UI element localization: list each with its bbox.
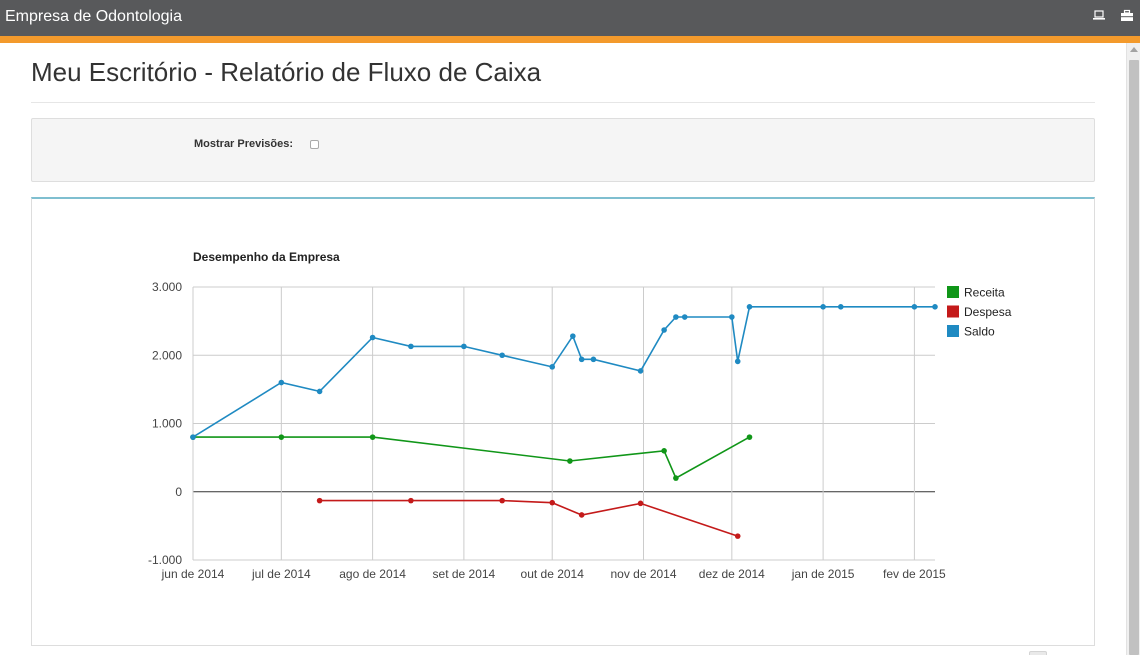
vertical-scrollbar[interactable] xyxy=(1126,43,1140,655)
data-point-saldo xyxy=(661,327,667,333)
data-point-despesa xyxy=(499,497,505,504)
data-point-saldo xyxy=(369,334,376,341)
data-point-saldo xyxy=(820,303,826,310)
data-point-saldo xyxy=(637,368,644,374)
x-tick-label: fev de 2015 xyxy=(883,567,946,581)
series-line-saldo xyxy=(192,306,935,438)
data-point-saldo xyxy=(408,343,414,350)
data-point-despesa xyxy=(578,512,585,518)
data-point-saldo xyxy=(578,356,585,363)
data-point-saldo xyxy=(570,333,576,339)
legend-label-saldo: Saldo xyxy=(964,325,995,339)
data-point-receita xyxy=(278,434,285,440)
x-tick-label: jan de 2015 xyxy=(791,567,855,581)
x-tick-label: ago de 2014 xyxy=(339,567,406,581)
y-tick-label: 3.000 xyxy=(152,280,182,294)
legend-label-receita: Receita xyxy=(964,286,1005,300)
data-point-saldo xyxy=(499,352,505,359)
show-forecast-label: Mostrar Previsões: xyxy=(194,138,294,150)
filter-panel: Mostrar Previsões: xyxy=(31,118,1095,182)
data-point-saldo xyxy=(316,388,323,395)
data-point-saldo xyxy=(461,343,467,350)
scroll-up-arrow-icon[interactable] xyxy=(1130,47,1138,52)
data-point-despesa xyxy=(549,499,556,506)
show-forecast-checkbox[interactable] xyxy=(310,140,319,149)
data-point-saldo xyxy=(746,303,753,310)
x-tick-label: nov de 2014 xyxy=(610,567,676,581)
data-point-receita xyxy=(673,475,679,481)
legend-label-despesa: Despesa xyxy=(964,305,1012,319)
corner-button[interactable] xyxy=(1029,651,1047,655)
y-tick-label: 0 xyxy=(175,485,182,499)
legend-swatch-saldo xyxy=(947,325,959,337)
chart-title: Desempenho da Empresa xyxy=(193,250,340,264)
main-content: Meu Escritório - Relatório de Fluxo de C… xyxy=(0,43,1126,655)
page-title: Meu Escritório - Relatório de Fluxo de C… xyxy=(31,57,542,87)
data-point-despesa xyxy=(637,500,644,507)
data-point-receita xyxy=(661,448,667,454)
cash-flow-chart: Desempenho da Empresa 3.000 2.000 1.000 0 -1.… xyxy=(148,250,1012,581)
monitor-icon[interactable] xyxy=(1092,9,1106,23)
y-tick-label: 1.000 xyxy=(152,417,182,431)
accent-stripe xyxy=(0,36,1140,43)
data-point-despesa xyxy=(316,497,323,504)
data-point-saldo xyxy=(932,303,938,310)
data-point-despesa xyxy=(734,533,741,539)
x-tick-label: jun de 2014 xyxy=(161,567,225,581)
data-point-saldo xyxy=(673,314,679,320)
series-line-despesa xyxy=(319,499,738,537)
data-point-receita xyxy=(567,458,573,464)
data-point-saldo xyxy=(549,364,556,370)
scrollbar-thumb[interactable] xyxy=(1129,60,1139,655)
y-tick-label: 2.000 xyxy=(152,348,182,362)
y-tick-label: -1.000 xyxy=(148,553,182,567)
legend-swatch-despesa xyxy=(947,305,959,318)
briefcase-icon[interactable] xyxy=(1120,9,1134,23)
data-point-saldo xyxy=(278,379,285,386)
data-point-saldo xyxy=(734,358,741,365)
app-title: Empresa de Odontologia xyxy=(5,8,182,25)
data-point-saldo xyxy=(729,314,735,320)
data-point-receita xyxy=(746,434,753,440)
data-point-despesa xyxy=(408,497,414,504)
x-tick-label: set de 2014 xyxy=(433,567,496,581)
data-point-saldo xyxy=(837,303,844,310)
data-point-saldo xyxy=(681,314,688,320)
data-point-saldo xyxy=(911,303,918,310)
x-tick-label: out de 2014 xyxy=(521,567,585,581)
data-point-saldo xyxy=(190,434,196,440)
app-header-bar: Empresa de Odontologia xyxy=(0,0,1140,36)
data-point-receita xyxy=(369,434,376,440)
series-line-receita xyxy=(193,436,750,480)
title-divider xyxy=(31,102,1095,103)
legend-swatch-receita xyxy=(947,286,959,298)
chart-panel: Desempenho da Empresa 3.000 2.000 1.000 0 -1.… xyxy=(31,197,1095,646)
x-tick-label: dez de 2014 xyxy=(699,567,765,581)
data-point-saldo xyxy=(590,356,597,363)
x-tick-label: jul de 2014 xyxy=(251,567,311,581)
